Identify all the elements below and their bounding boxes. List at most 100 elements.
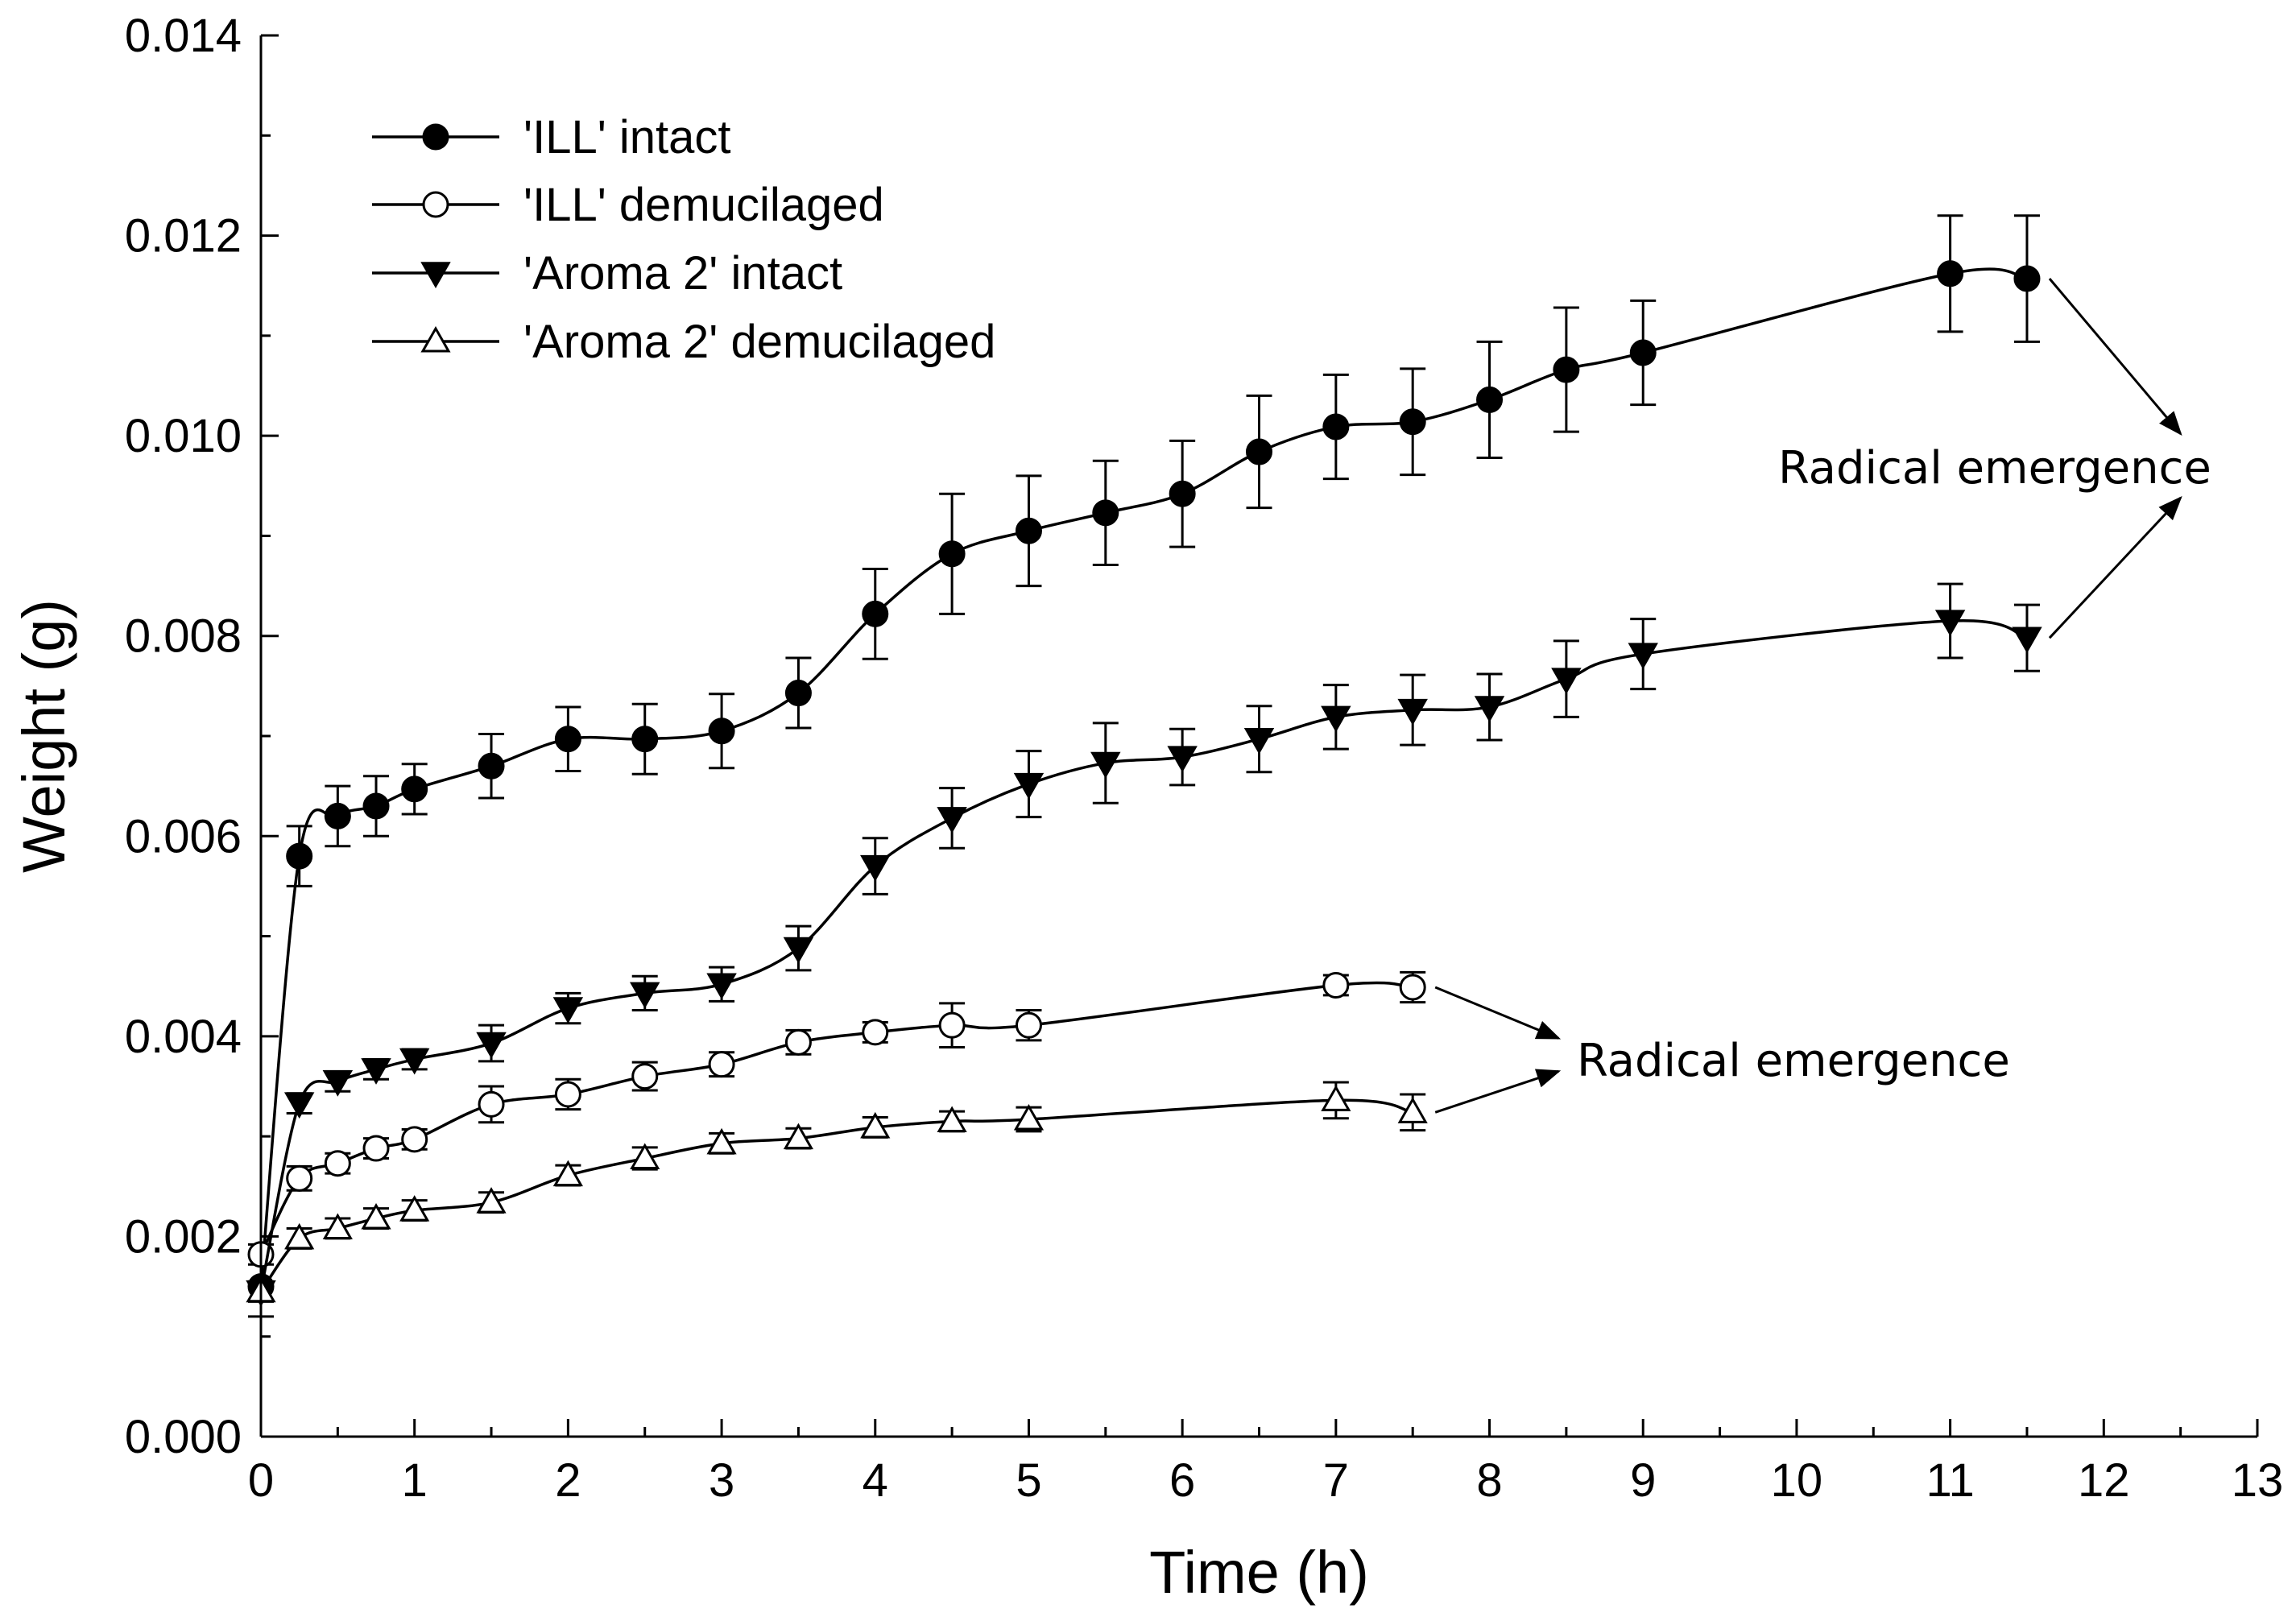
annotation-arrow: [1434, 1069, 1562, 1114]
data-point: [283, 1092, 315, 1119]
series-aroma-2-intact: [246, 582, 2042, 1307]
annotation-layer: Radical emergence Radical emergence: [1434, 278, 2211, 1114]
x-tick-label: 8: [1476, 1454, 1502, 1507]
data-point: [324, 802, 351, 829]
y-tick-label: 0.000: [125, 1411, 242, 1463]
x-tick-label: 3: [709, 1454, 734, 1507]
legend-item: 'Aroma 2' intact: [372, 247, 842, 300]
data-point: [362, 792, 390, 820]
x-tick-label: 2: [555, 1454, 581, 1507]
data-point: [399, 1048, 430, 1075]
y-tick-label: 0.008: [125, 610, 242, 663]
series-line: [259, 981, 1413, 1255]
x-tick-label: 13: [2232, 1454, 2284, 1507]
data-point: [401, 1126, 428, 1153]
data-point: [630, 982, 660, 1009]
data-point: [1476, 386, 1504, 413]
series-ill-demucilaged: [247, 970, 1426, 1268]
annotation-radical-emergence: Radical emergence: [1778, 278, 2211, 639]
data-point: [399, 1195, 430, 1222]
x-tick-label: 6: [1169, 1454, 1195, 1507]
data-point: [284, 1222, 315, 1250]
x-tick-label: 5: [1016, 1454, 1041, 1507]
data-point: [322, 1213, 353, 1239]
data-point: [361, 1203, 391, 1230]
data-point: [1628, 643, 1658, 670]
data-point: [1015, 517, 1042, 544]
legend-item: 'Aroma 2' demucilaged: [372, 316, 995, 368]
y-tick-label: 0.004: [125, 1011, 242, 1063]
data-point: [1246, 438, 1272, 465]
data-point: [1937, 260, 1964, 287]
data-point: [286, 842, 313, 870]
data-point: [1090, 751, 1121, 779]
data-point: [938, 540, 966, 568]
data-point: [1321, 705, 1351, 733]
data-point: [860, 1111, 891, 1139]
data-point: [1397, 1097, 1428, 1123]
data-point: [1322, 971, 1350, 999]
data-point: [708, 1051, 735, 1078]
legend-item: 'ILL' demucilaged: [372, 179, 884, 231]
data-point: [1399, 408, 1426, 436]
data-point: [630, 1143, 660, 1169]
annotation-arrow: [2048, 278, 2182, 436]
data-point: [706, 1127, 737, 1155]
annotation-label: Radical emergence: [1577, 1035, 2010, 1087]
data-point: [1399, 974, 1426, 1001]
legend-label: 'ILL' demucilaged: [523, 179, 884, 231]
x-tick-label: 12: [2078, 1454, 2130, 1507]
data-point: [860, 854, 891, 882]
data-point: [862, 1019, 889, 1046]
legend: 'ILL' intact 'ILL' demucilaged 'Aroma 2' i…: [372, 111, 995, 368]
data-point: [783, 1123, 814, 1150]
data-point: [1092, 499, 1119, 527]
data-point: [1934, 610, 1966, 637]
data-point: [1243, 727, 1275, 755]
data-point: [324, 1150, 351, 1177]
data-point: [1169, 480, 1196, 507]
data-point: [784, 1028, 812, 1056]
data-point: [1015, 1011, 1042, 1039]
y-tick-label: 0.010: [125, 410, 242, 462]
legend-marker: [422, 191, 449, 218]
data-point: [938, 1011, 966, 1039]
data-point: [708, 718, 735, 745]
data-point: [286, 1164, 313, 1192]
y-tick-label: 0.014: [125, 10, 242, 62]
data-point: [362, 1135, 390, 1162]
data-point: [1551, 668, 1582, 695]
y-tick-label: 0.012: [125, 210, 242, 263]
data-point: [1013, 1103, 1045, 1131]
legend-marker: [420, 325, 451, 353]
legend-label: 'Aroma 2' demucilaged: [523, 316, 995, 368]
data-point: [1013, 772, 1045, 800]
series-aroma-2-demucilaged: [246, 1081, 1428, 1303]
data-point: [1553, 356, 1580, 383]
data-point: [1397, 698, 1428, 726]
annotation-radical-emergence: Radical emergence: [1434, 986, 2010, 1114]
data-point: [1322, 413, 1350, 440]
series-layer: [246, 214, 2042, 1318]
legend-marker: [422, 123, 449, 151]
data-point: [2012, 627, 2042, 654]
data-point: [937, 1106, 967, 1132]
y-tick-label: 0.006: [125, 810, 242, 862]
data-point: [552, 997, 584, 1024]
x-tick-label: 7: [1323, 1454, 1349, 1507]
legend-label: 'Aroma 2' intact: [523, 247, 842, 300]
x-tick-label: 4: [863, 1454, 888, 1507]
data-point: [361, 1058, 391, 1085]
data-point: [478, 1090, 505, 1118]
data-point: [554, 1081, 581, 1108]
data-point: [784, 680, 812, 707]
data-point: [937, 807, 967, 833]
series-line: [259, 267, 2028, 1287]
x-tick-label: 11: [1926, 1454, 1975, 1507]
series-ill-intact: [247, 214, 2041, 1318]
x-tick-label: 1: [402, 1454, 428, 1507]
data-point: [706, 973, 737, 1000]
data-point: [1167, 746, 1198, 773]
annotation-arrow: [1434, 986, 1562, 1040]
x-tick-label: 0: [248, 1454, 274, 1507]
